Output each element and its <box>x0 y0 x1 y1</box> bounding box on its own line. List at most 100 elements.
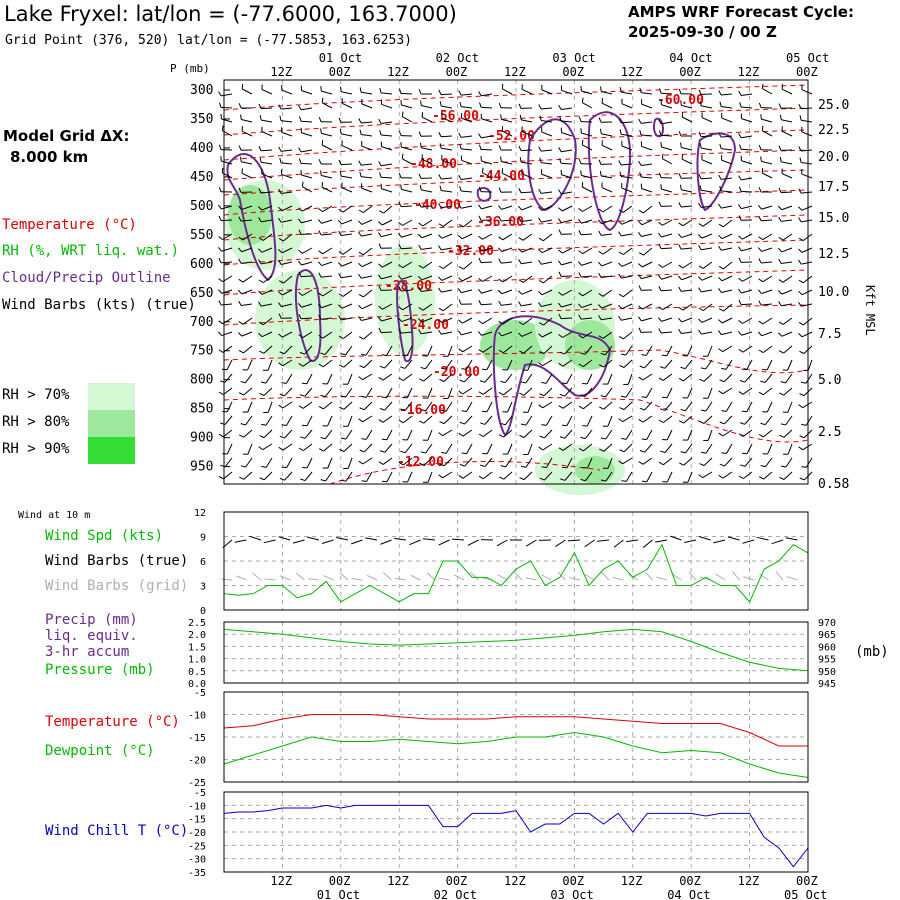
height-tick-9: 2.5 <box>818 425 841 440</box>
wind-barb-1206 <box>285 373 293 384</box>
wind-barb-714 <box>761 247 773 252</box>
wind-barb-flag-1505 <box>258 446 263 451</box>
legend-windchill: Wind Chill T (°C) <box>45 823 189 839</box>
wind-barb-flag-757 <box>577 261 582 266</box>
wind-barb-flag-1521 <box>420 451 426 454</box>
temp-contour-5 <box>223 189 809 216</box>
wind-barb-flag-1427 <box>678 420 684 424</box>
wind-barb-1152 <box>343 359 353 368</box>
sfc-grid-barb-3 <box>264 578 276 581</box>
wind-barb-flag-429 <box>301 181 304 187</box>
sfc-grid-barb-0 <box>220 578 233 581</box>
sfc-wind-barb-37 <box>756 536 769 541</box>
wind-barb-flag-517 <box>578 207 583 212</box>
wind-barb-232 <box>741 135 753 139</box>
wind-barb-0 <box>221 93 233 97</box>
wind-barb-flag-205 <box>458 132 462 138</box>
wind-barb-698 <box>602 247 613 255</box>
bottom-time-label-4: 12Z <box>504 874 526 888</box>
wind-barb-flag-915 <box>358 305 363 310</box>
wind-barb-734 <box>361 261 373 268</box>
wind-barb-1026 <box>282 331 293 338</box>
wind-barb-1514 <box>363 443 373 453</box>
wind-barb-260 <box>421 147 433 151</box>
wind-barb-flag-1229 <box>500 380 506 384</box>
wind-barb-546 <box>281 219 293 223</box>
sfc-grid-barb-12 <box>395 577 407 581</box>
wind-barb-flag-1357 <box>578 405 584 410</box>
wind-barb-flag-291 <box>719 143 722 149</box>
wind-barb-1530 <box>527 443 533 455</box>
wind-barb-flag-1359 <box>599 406 604 410</box>
wind-barb-1022 <box>241 331 253 337</box>
wind-barb-280 <box>621 145 633 151</box>
wind-barb-1106 <box>482 345 493 353</box>
wind-barb-1610 <box>724 457 733 467</box>
wind-barb-58 <box>801 89 813 95</box>
wind-barb-704 <box>660 247 673 250</box>
wind-barb-flag-267 <box>478 144 482 150</box>
wind-barb-522 <box>643 205 653 214</box>
wind-barb-1004 <box>661 317 673 322</box>
wind-barb-flag-191 <box>320 128 322 134</box>
wind-barb-174 <box>761 118 773 123</box>
bottom-time-label-0: 12Z <box>270 874 292 888</box>
wind-barb-1480 <box>625 429 633 440</box>
wind-barb-1402 <box>443 415 453 425</box>
wind-barb-892 <box>741 289 753 294</box>
wind-barb-510 <box>521 205 533 211</box>
wind-barb-flag-409 <box>698 174 702 179</box>
wind-barb-804 <box>461 275 473 282</box>
temp-contour-label-9: -24.00 <box>402 318 449 333</box>
wind-barb-flag-1011 <box>718 319 723 324</box>
wind-barb-1406 <box>484 415 493 425</box>
wind-barb-1668 <box>702 471 713 479</box>
wind-barb-968 <box>300 317 313 320</box>
wind-barb-flag-1579 <box>398 462 404 466</box>
rh-shade-3 <box>480 320 550 370</box>
wind-barb-428 <box>302 186 313 193</box>
sfc-wind-barb-16 <box>451 538 465 541</box>
wind-barb-flag-1469 <box>498 434 504 438</box>
wind-barb-flag-263 <box>439 143 442 149</box>
wind-barb-1446 <box>284 429 293 439</box>
wind-barb-flag-637 <box>578 230 582 235</box>
wind-barb-1144 <box>267 359 273 371</box>
wind-barb-504 <box>461 205 473 209</box>
wind-barb-flag-673 <box>338 251 344 255</box>
wind-barb-flag-841 <box>217 289 222 294</box>
wind-barb-flag-593 <box>738 215 742 221</box>
wind-barb-1492 <box>742 429 753 437</box>
wind-barb-1150 <box>323 359 333 368</box>
wind-barb-flag-1345 <box>461 410 467 413</box>
wind-barb-flag-1217 <box>378 376 384 381</box>
wind-barb-flag-1537 <box>578 448 584 452</box>
sfc-wind-barb-36 <box>742 539 755 544</box>
wind-barb-flag-483 <box>237 205 242 210</box>
wind-barb-1550 <box>726 443 733 454</box>
wind-barb-1084 <box>263 345 273 354</box>
wind-barb-flag-735 <box>358 262 363 268</box>
wind-barb-flag-647 <box>677 233 682 238</box>
wind-barb-1070 <box>721 331 733 336</box>
wind-barb-flag-1651 <box>519 477 525 481</box>
wind-barb-1356 <box>583 401 593 410</box>
wind-barb-366 <box>281 173 293 179</box>
wind-barb-1532 <box>542 443 553 451</box>
wind-barb-278 <box>601 144 613 151</box>
wind-barb-flag-941 <box>618 304 623 310</box>
wind-barb-flag-1113 <box>539 351 545 355</box>
p-axis-label: P (mb) <box>170 62 210 75</box>
wind-barb-flag-1649 <box>499 476 504 480</box>
wind-barb-flag-819 <box>598 272 602 278</box>
wind-barb-flag-1057 <box>578 334 584 339</box>
wind-barb-1066 <box>681 331 693 335</box>
wind-barb-798 <box>401 275 413 280</box>
wind-barb-824 <box>661 275 673 280</box>
sfc-wind-barb-21 <box>525 539 537 547</box>
wind-barb-1536 <box>583 443 593 452</box>
wind-barb-438 <box>401 188 413 193</box>
wind-barb-1032 <box>342 331 353 340</box>
wind-barb-flag-1085 <box>259 350 265 354</box>
